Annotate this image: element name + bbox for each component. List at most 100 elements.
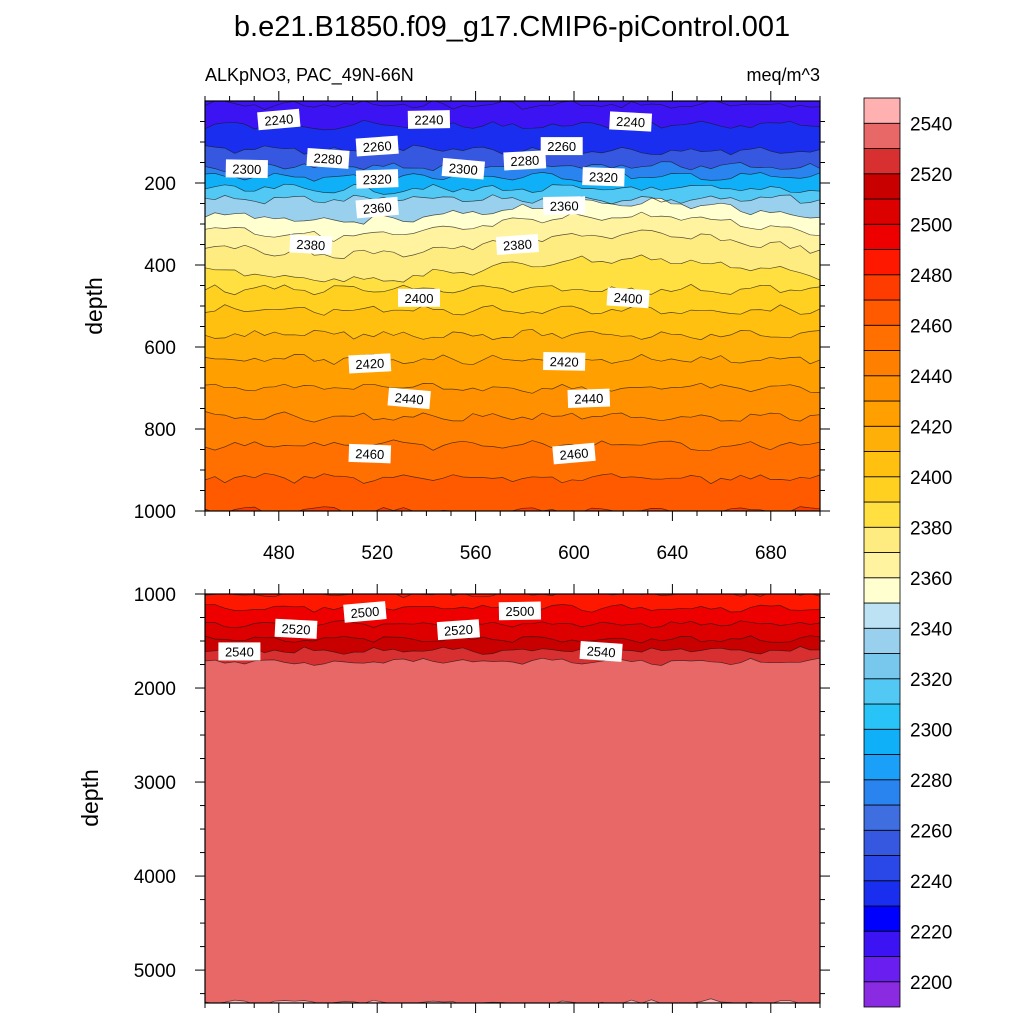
contour-label-text: 2240 xyxy=(414,112,443,128)
lower-panel: 2500 2500 2520 2520 2540 2540 1000 2000 3000 400… xyxy=(77,584,830,1013)
colorbar-swatch xyxy=(863,602,901,629)
y-tick-label: 600 xyxy=(144,338,176,359)
contour-label: 2280 xyxy=(306,147,350,169)
contour-label: 2380 xyxy=(495,234,539,255)
contour-label-text: 2460 xyxy=(355,446,384,462)
contour-label-text: 2300 xyxy=(448,160,478,177)
colorbar-tick-label: 2240 xyxy=(910,872,952,893)
colorbar-tick-label: 2200 xyxy=(910,973,952,994)
contour-label-box xyxy=(495,234,539,255)
contour-line-2530 xyxy=(205,646,820,655)
contour-label-box xyxy=(289,234,333,255)
y-tick-label: 1000 xyxy=(134,585,176,606)
y-tick-label: 400 xyxy=(144,256,176,277)
colorbar-swatch xyxy=(863,577,901,604)
lower-filled-contours xyxy=(205,594,820,1003)
contour-label-text: 2320 xyxy=(363,171,392,187)
colorbar-swatch xyxy=(863,122,901,149)
contour-label: 2240 xyxy=(257,108,301,131)
x-tick-label: 640 xyxy=(657,543,689,564)
colorbar-tick-label: 2540 xyxy=(910,114,952,135)
colorbar-swatch xyxy=(863,552,901,579)
contour-line-2540 xyxy=(205,657,820,666)
contour-label-box xyxy=(543,196,586,215)
colorbar-swatch xyxy=(863,501,901,528)
contour-line-2430 xyxy=(205,353,820,366)
contour-label: 2540 xyxy=(579,640,623,662)
y-tick-label: 200 xyxy=(144,174,176,195)
colorbar-swatch xyxy=(863,678,901,705)
colorbar-swatch xyxy=(863,299,901,326)
colorbar-swatch xyxy=(863,855,901,882)
contour-line-2440 xyxy=(205,382,820,394)
lower-y-axis-label: depth xyxy=(77,769,103,827)
y-tick-label: 5000 xyxy=(134,961,176,982)
contour-line-2370 xyxy=(205,211,820,242)
contour-label-box xyxy=(225,159,268,179)
colorbar-swatch xyxy=(863,274,901,301)
y-tick-label: 1000 xyxy=(134,502,176,523)
contour-label-text: 2260 xyxy=(547,139,576,154)
contour-line-2240 xyxy=(205,119,820,131)
contour-label-text: 2360 xyxy=(362,199,392,216)
contour-label-text: 2420 xyxy=(355,356,385,372)
upper-filled-contours xyxy=(205,101,820,511)
colorbar-swatch xyxy=(863,981,901,1008)
contour-label: 2360 xyxy=(355,196,399,219)
colorbar-swatch xyxy=(863,148,901,175)
colorbar-swatch xyxy=(863,451,901,478)
colorbar-swatch xyxy=(863,728,901,755)
lower-plot-frame xyxy=(204,593,821,1004)
colorbar-tick-label: 2440 xyxy=(910,367,952,388)
contour-line-2400 xyxy=(205,284,820,296)
lower-axis-ticks: 1000 2000 3000 4000 5000 xyxy=(134,584,830,1013)
upper-y-axis-label: depth xyxy=(81,277,107,335)
contour-label-box xyxy=(498,601,542,621)
upper-axis-ticks: 480 520 560 600 640 680 200 400 600 800 1000 xyxy=(134,91,830,564)
colorbar-swatch xyxy=(863,754,901,781)
contour-label-text: 2440 xyxy=(394,390,424,407)
upper-contour-labels: 2240 2240 2240 2260 2260 2280 2280 2300 2300 2320… xyxy=(225,108,653,465)
colorbar-tick-label: 2460 xyxy=(910,316,952,337)
contour-label-text: 2540 xyxy=(586,643,616,660)
colorbar-swatch xyxy=(863,930,901,957)
contour-label: 2260 xyxy=(355,135,399,157)
contour-label-text: 2540 xyxy=(225,644,254,659)
contour-label-text: 2440 xyxy=(574,391,603,407)
colorbar-tick-label: 2480 xyxy=(910,266,952,287)
contour-label-text: 2240 xyxy=(616,114,646,130)
contour-label-text: 2300 xyxy=(232,161,261,177)
contour-label: 2240 xyxy=(407,110,451,129)
colorbar-swatch xyxy=(863,829,901,856)
colorbar-swatch xyxy=(863,400,901,427)
contour-label-box xyxy=(343,601,387,623)
colorbar-swatch xyxy=(863,173,901,200)
colorbar-swatch xyxy=(863,627,901,654)
contour-label: 2280 xyxy=(503,150,547,171)
contour-label-text: 2320 xyxy=(589,169,618,185)
contour-label-text: 2500 xyxy=(350,604,380,621)
colorbar-swatch xyxy=(863,350,901,377)
y-tick-label: 800 xyxy=(144,420,176,441)
contour-label-box xyxy=(540,137,583,156)
contour-label-text: 2420 xyxy=(550,354,579,370)
contour-label-box xyxy=(567,388,611,409)
contour-label: 2520 xyxy=(274,618,318,639)
units-label: meq/m^3 xyxy=(747,65,820,85)
contour-label-text: 2520 xyxy=(443,622,473,639)
y-tick-label: 4000 xyxy=(134,867,176,888)
upper-panel: 2240 2240 2240 2260 2260 2280 2280 2300 2300 2320… xyxy=(81,91,830,564)
contour-label: 2520 xyxy=(436,619,480,641)
colorbar-swatch xyxy=(863,324,901,351)
contour-label-box xyxy=(274,618,318,639)
colorbar-tick-label: 2320 xyxy=(910,670,952,691)
colorbar-tick-label: 2380 xyxy=(910,518,952,539)
colorbar-swatch xyxy=(863,249,901,276)
contour-label-box xyxy=(387,387,431,410)
colorbar-tick-label: 2300 xyxy=(910,720,952,741)
contour-label-box xyxy=(503,150,547,171)
contour-line-2520 xyxy=(205,635,820,644)
contour-line-2550 xyxy=(205,998,820,1003)
colorbar-tick-label: 2420 xyxy=(910,417,952,438)
contour-label-box xyxy=(606,287,650,309)
